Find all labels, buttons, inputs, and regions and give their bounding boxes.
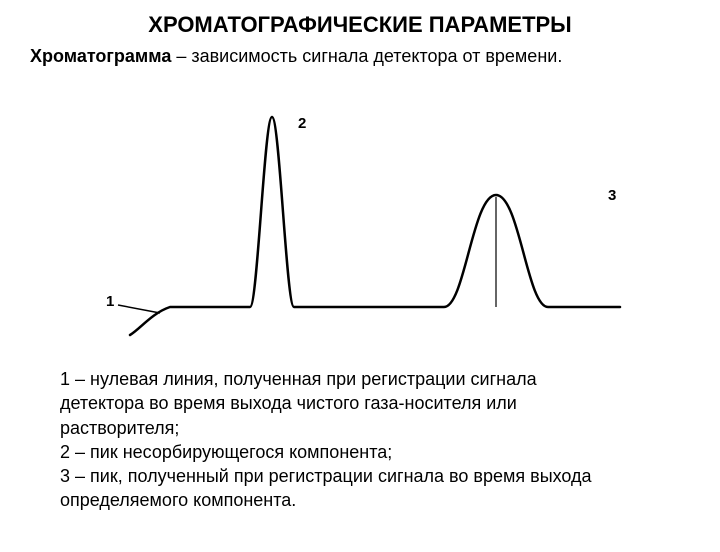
legend-line: 2 – пик несорбирующегося компонента; — [60, 440, 672, 464]
chromatogram-chart: 1 2 3 — [60, 97, 660, 347]
chromatogram-svg — [60, 97, 660, 347]
legend-block: 1 – нулевая линия, полученная при регист… — [60, 367, 672, 513]
label1-pointer — [118, 305, 160, 313]
chart-label-2: 2 — [298, 115, 306, 132]
chart-label-1: 1 — [106, 293, 114, 310]
page-title: ХРОМАТОГРАФИЧЕСКИЕ ПАРАМЕТРЫ — [0, 12, 720, 38]
legend-line: растворителя; — [60, 416, 672, 440]
legend-line: определяемого компонента. — [60, 488, 672, 512]
chromatogram-curve — [130, 117, 620, 335]
legend-line: детектора во время выхода чистого газа-н… — [60, 391, 672, 415]
chart-label-3: 3 — [608, 187, 616, 204]
subtitle-term: Хроматограмма — [30, 46, 171, 66]
page-subtitle: Хроматограмма – зависимость сигнала дете… — [30, 46, 720, 67]
legend-line: 1 – нулевая линия, полученная при регист… — [60, 367, 672, 391]
subtitle-rest: – зависимость сигнала детектора от време… — [171, 46, 562, 66]
legend-line: 3 – пик, полученный при регистрации сигн… — [60, 464, 672, 488]
